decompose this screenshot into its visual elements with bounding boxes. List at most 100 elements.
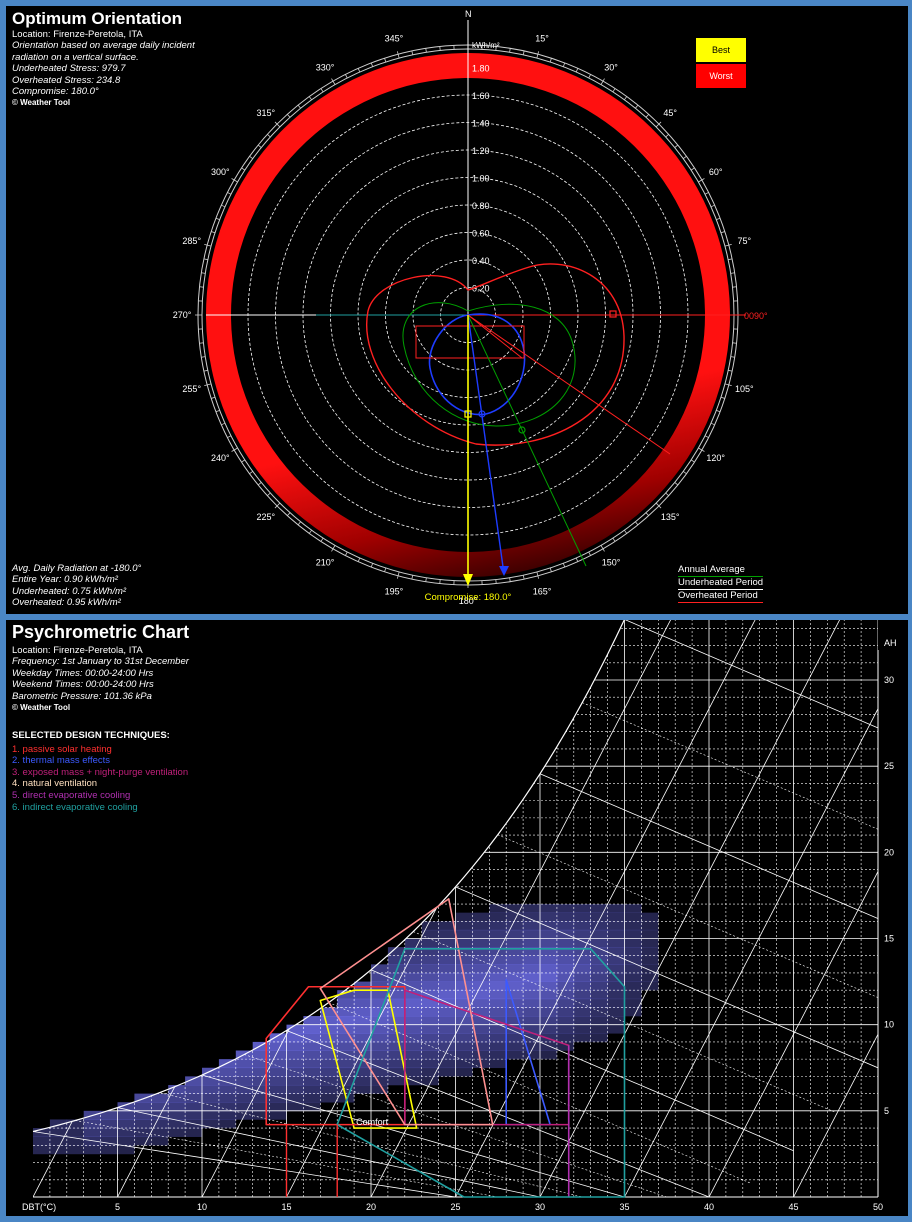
- frequency-cell: [523, 1024, 541, 1034]
- frequency-cell: [489, 1016, 507, 1025]
- overheated-curve: [366, 263, 625, 446]
- frequency-cell: [556, 1007, 575, 1017]
- dial-tick: [682, 155, 687, 159]
- frequency-cell: [168, 1102, 186, 1112]
- frequency-cell: [556, 912, 575, 922]
- frequency-cell: [404, 947, 422, 957]
- radial-tick-label: 0.60: [472, 229, 490, 239]
- frequency-cell: [320, 1041, 338, 1051]
- frequency-cell: [168, 1093, 186, 1103]
- underheated-curve: [428, 313, 526, 416]
- frequency-cell: [540, 921, 558, 931]
- frequency-cell: [573, 938, 591, 948]
- frequency-cell: [455, 912, 473, 922]
- frequency-cell: [573, 904, 591, 913]
- frequency-cell: [607, 912, 625, 922]
- frequency-cell: [235, 1059, 253, 1069]
- frequency-cell: [269, 1102, 287, 1112]
- frequency-cell: [540, 1041, 558, 1051]
- frequency-cell: [185, 1076, 203, 1086]
- frequency-cell: [489, 955, 507, 965]
- frequency-cell: [472, 921, 490, 931]
- angle-label: 240°: [211, 453, 230, 463]
- frequency-cell: [624, 964, 642, 974]
- avg-radiation-info: Avg. Daily Radiation at -180.0° Entire Y…: [12, 563, 141, 609]
- frequency-cell: [624, 981, 642, 991]
- frequency-cell: [168, 1119, 186, 1129]
- dial-tick: [384, 58, 387, 63]
- dial-tick: [320, 537, 324, 542]
- frequency-cell: [337, 1059, 355, 1069]
- frequency-cell: [573, 921, 591, 931]
- frequency-cell: [624, 955, 642, 965]
- frequency-cell: [590, 921, 608, 931]
- frequency-cell: [354, 1059, 372, 1069]
- frequency-cell: [286, 1067, 304, 1077]
- frequency-cell: [252, 1093, 270, 1103]
- angle-label: 330°: [316, 62, 335, 72]
- y-axis-label: AH: [884, 638, 897, 648]
- frequency-cell: [590, 972, 608, 982]
- frequency-cell: [421, 1016, 439, 1025]
- frequency-cell: [641, 964, 659, 974]
- frequency-cell: [134, 1102, 152, 1112]
- frequency-cell: [624, 947, 642, 957]
- frequency-cell: [607, 998, 625, 1008]
- frequency-cell: [590, 990, 608, 1000]
- frequency-cell: [337, 998, 355, 1008]
- angle-label: 75°: [737, 236, 751, 246]
- frequency-cell: [607, 1024, 625, 1034]
- underheated-value: Underheated: 0.75 kWh/m²: [12, 585, 127, 597]
- frequency-cell: [421, 972, 439, 982]
- frequency-cell: [354, 1067, 372, 1077]
- dial-tick: [522, 50, 525, 55]
- frequency-cell: [455, 955, 473, 965]
- frequency-cell: [523, 1033, 541, 1043]
- frequency-cell: [624, 904, 642, 913]
- frequency-cell: [371, 1076, 389, 1086]
- angle-label: 60°: [709, 167, 723, 177]
- frequency-cell: [590, 929, 608, 939]
- psychro-weekday: Weekday Times: 00:00-24:00 Hrs: [12, 667, 154, 679]
- x-tick-label: 5: [115, 1202, 120, 1212]
- radial-unit-label: kWh/m²: [472, 41, 500, 50]
- frequency-cell: [371, 1059, 389, 1069]
- frequency-cell: [421, 938, 439, 948]
- frequency-cell: [252, 1076, 270, 1086]
- technique-item: 3. exposed mass + night-purge ventilatio…: [12, 766, 189, 778]
- dial-tick: [612, 88, 616, 93]
- dial-tick: [635, 104, 639, 109]
- frequency-cell: [438, 990, 456, 1000]
- frequency-cell: [556, 947, 575, 957]
- angle-label: 285°: [182, 236, 201, 246]
- frequency-cell: [303, 1024, 321, 1034]
- frequency-cell: [438, 964, 456, 974]
- frequency-cell: [387, 947, 406, 957]
- frequency-cell: [235, 1067, 253, 1077]
- frequency-cell: [421, 981, 439, 991]
- frequency-cell: [337, 1033, 355, 1043]
- frequency-cell: [438, 1059, 456, 1069]
- frequency-cell: [506, 912, 524, 922]
- frequency-cell: [506, 964, 524, 974]
- frequency-cell: [455, 998, 473, 1008]
- frequency-cell: [202, 1102, 220, 1112]
- dial-tick: [425, 48, 427, 53]
- x-tick-label: 10: [197, 1202, 207, 1212]
- frequency-cell: [573, 998, 591, 1008]
- frequency-cell: [421, 1067, 439, 1077]
- frequency-cell: [117, 1102, 135, 1112]
- frequency-cell: [472, 981, 490, 991]
- frequency-cell: [66, 1136, 84, 1146]
- frequency-cell: [49, 1136, 68, 1146]
- frequency-cell: [523, 904, 541, 913]
- psychro-location: Location: Firenze-Peretola, ITA: [12, 645, 143, 656]
- frequency-cell: [235, 1084, 253, 1094]
- frequency-cell: [100, 1145, 118, 1155]
- frequency-cell: [438, 955, 456, 965]
- orientation-title: Optimum Orientation: [12, 9, 182, 28]
- annual-direction: [467, 314, 587, 567]
- frequency-cell: [438, 1041, 456, 1051]
- frequency-cell: [556, 1041, 575, 1051]
- frequency-cell: [506, 929, 524, 939]
